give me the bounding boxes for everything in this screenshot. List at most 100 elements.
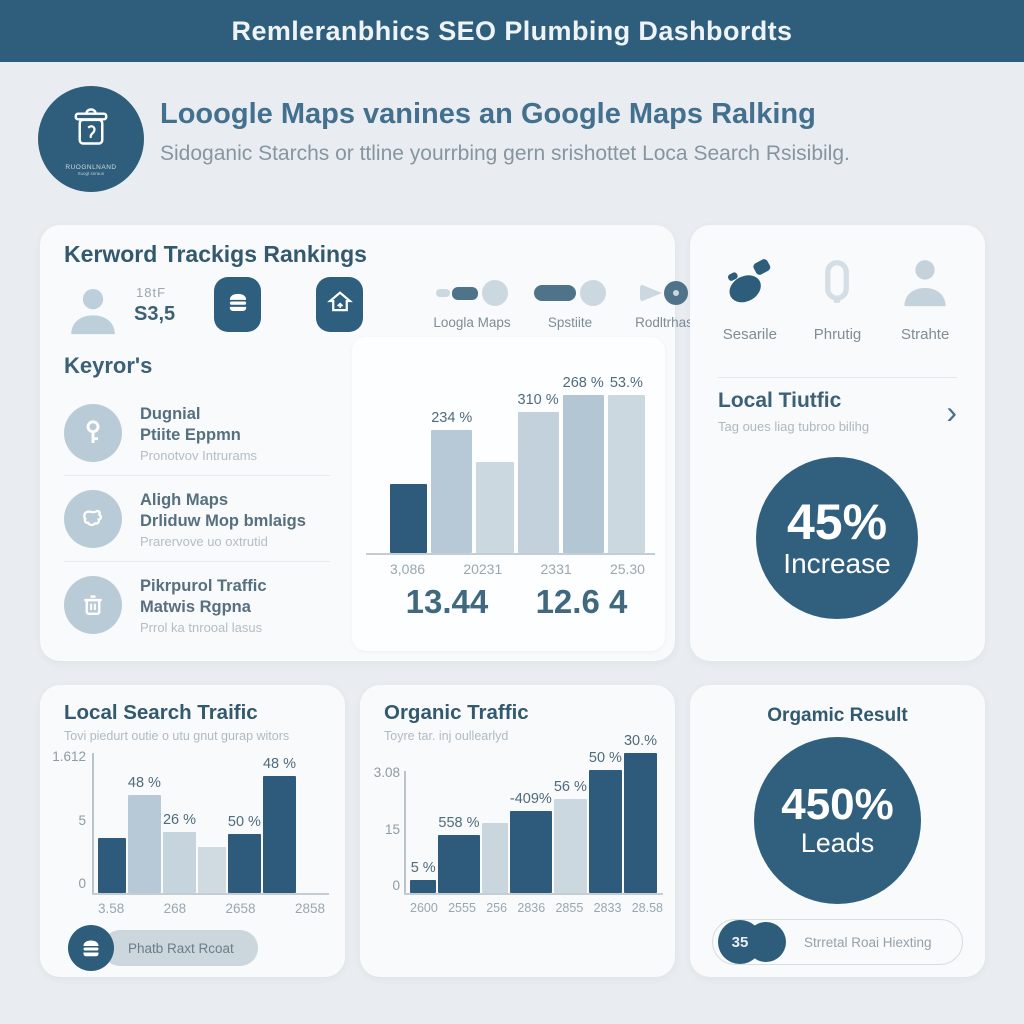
keyword-line1: Aligh Maps: [140, 490, 229, 509]
y-tick-label: 3.08: [373, 765, 400, 780]
bar-value-label: 26 %: [162, 812, 196, 829]
trash-can-icon: [64, 103, 118, 162]
y-tick-label: 0: [78, 876, 86, 891]
keyword-card-toolbar: 18tF S3,5 Loogla Maps: [64, 277, 693, 343]
bar: [607, 395, 645, 553]
divider: [64, 475, 330, 476]
bar-column: 53.%: [607, 375, 645, 553]
x-axis-labels: 2600 2555 256 2836 2855 2833 28.58: [410, 901, 663, 915]
icon-column: Sesarile: [710, 253, 790, 343]
person-icon: [896, 253, 954, 316]
bar-value-label: 50 %: [588, 749, 622, 766]
bar: [438, 835, 480, 893]
divider: [64, 561, 330, 562]
bar-column: 48 %: [262, 755, 296, 893]
bar-value-label: 558 %: [438, 815, 480, 832]
keyword-list-item[interactable]: Pikrpurol Traffic Matwis Rgpna Prrol ka …: [64, 563, 336, 647]
keyword-line2: Matwis Rgpna: [140, 597, 251, 616]
keyword-list-item[interactable]: Aligh Maps Drliduw Mop bmlaigs Prarervov…: [64, 477, 336, 561]
bar: [476, 462, 514, 553]
bar: [127, 795, 161, 893]
toggle-label: Rodltrhas: [635, 315, 693, 330]
card-title: Local Search Traific: [64, 701, 258, 724]
badge-value: 45%: [786, 494, 888, 550]
toggle-google-maps[interactable]: Loogla Maps: [424, 279, 520, 330]
page-title: Looogle Maps vanines an Google Maps Ralk…: [160, 98, 816, 130]
burger-button[interactable]: [214, 277, 261, 332]
local-traffic-title: Local Tiutfic: [718, 389, 842, 412]
keyword-line3: Pronotvov Intrurams: [140, 447, 258, 463]
keyword-line3: Prarervove uo oxtrutid: [140, 533, 268, 549]
keyword-line2: Drliduw Mop bmlaigs: [140, 511, 306, 530]
bar: [262, 775, 296, 893]
x-tick-label: 2600: [410, 901, 438, 915]
report-button[interactable]: Phatb Raxt Rcoat: [68, 925, 258, 971]
bar-value-label: 5 %: [410, 860, 436, 877]
bar-value-label: 53.%: [609, 375, 643, 391]
keyword-rankings-chart: 234 % 310 % 268 % 53.%: [390, 375, 645, 553]
bar-column: 26 %: [162, 755, 196, 893]
y-axis-line: [92, 753, 94, 895]
y-axis-line: [404, 771, 406, 893]
x-tick-label: 2555: [448, 901, 476, 915]
chevron-right-icon[interactable]: ›: [946, 394, 957, 430]
bar-value-label: 48 %: [127, 775, 161, 792]
keywords-panel: Keyror's Dugnial Ptiite Eppmn Pronotvov …: [40, 343, 350, 661]
card-subtitle: Toyre tar. inj oullearlyd: [384, 729, 509, 743]
bar: [623, 753, 658, 893]
keyword-card-title: Kerword Trackigs Rankings: [64, 241, 367, 267]
bar-value-label: -409%: [509, 791, 552, 808]
toggle-icon: [640, 279, 688, 307]
local-search-traffic-card: Local Search Traific Tovi piedurt outie …: [40, 685, 345, 977]
organic-traffic-chart: 5 % 558 % -409% 56 % 50 % 30.%: [410, 733, 658, 893]
keyword-tracking-card: Kerword Trackigs Rankings 18tF S3,5: [40, 225, 693, 661]
y-axis-labels: 1.612 5 0: [46, 749, 86, 891]
bar-value-label: 30.%: [623, 733, 658, 749]
chart-summary-values: 13.44 12.6 4: [382, 583, 651, 621]
report-button-label: Phatb Raxt Rcoat: [102, 930, 258, 966]
bar: [227, 833, 261, 893]
bar-column: 5 %: [410, 733, 437, 893]
bar: [390, 483, 428, 553]
local-card-icons: Sesarile Phrutig Strahte: [706, 253, 969, 343]
x-axis-labels: 3.58 268 2658 2858: [98, 901, 325, 916]
card-title: Organic Traffic: [384, 701, 529, 724]
toggle-spstiite[interactable]: Spstiite: [522, 279, 618, 330]
organic-result-card: Orgamic Result 450% Leads 35 Strretal Ro…: [690, 685, 985, 977]
stat-small: 18tF: [136, 285, 167, 300]
x-axis-line: [92, 893, 329, 895]
bar-column: [98, 755, 126, 893]
local-search-chart: 48 % 26 % 50 % 48 %: [98, 755, 296, 893]
person-icon: [64, 283, 122, 342]
x-tick-label: 3,086: [390, 561, 426, 577]
divider: [718, 377, 957, 378]
icon-column: Phrutig: [797, 253, 877, 343]
keyword-line3: Prrol ka tnrooal lasus: [140, 619, 263, 635]
bar: [588, 769, 622, 893]
summary-value: 13.44: [405, 583, 489, 620]
x-tick-label: 2855: [555, 901, 584, 915]
bottle-icon: [817, 253, 857, 316]
trash-icon: [64, 576, 122, 634]
bar: [517, 412, 559, 553]
icon-column: Strahte: [885, 253, 965, 343]
house-button[interactable]: [316, 277, 363, 332]
keyword-list-item[interactable]: Dugnial Ptiite Eppmn Pronotvov Intrurams: [64, 391, 336, 475]
bar-value-label: 56 %: [553, 778, 587, 795]
bar-column: 558 %: [438, 733, 480, 893]
page-subtitle: Sidoganic Starchs or ttline yourrbing ge…: [160, 142, 850, 165]
bar: [98, 837, 126, 893]
toggle-icon: [534, 279, 606, 307]
bar: [162, 832, 196, 893]
burger-icon: [225, 289, 251, 320]
burger-icon: [68, 925, 114, 971]
bar-value-label: 48 %: [262, 755, 296, 772]
toggle-rodltrhas[interactable]: Rodltrhas: [616, 279, 712, 330]
key-icon: [64, 404, 122, 462]
y-tick-label: 1.612: [52, 749, 86, 764]
x-tick-label: 2858: [294, 901, 325, 916]
x-axis-line: [404, 893, 663, 895]
brand-logo: RUOGNLNAND rtuogt snraun: [38, 86, 144, 192]
tracking-search-pill[interactable]: 35 Strretal Roai Hiexting: [712, 919, 963, 965]
bar: [198, 847, 226, 893]
